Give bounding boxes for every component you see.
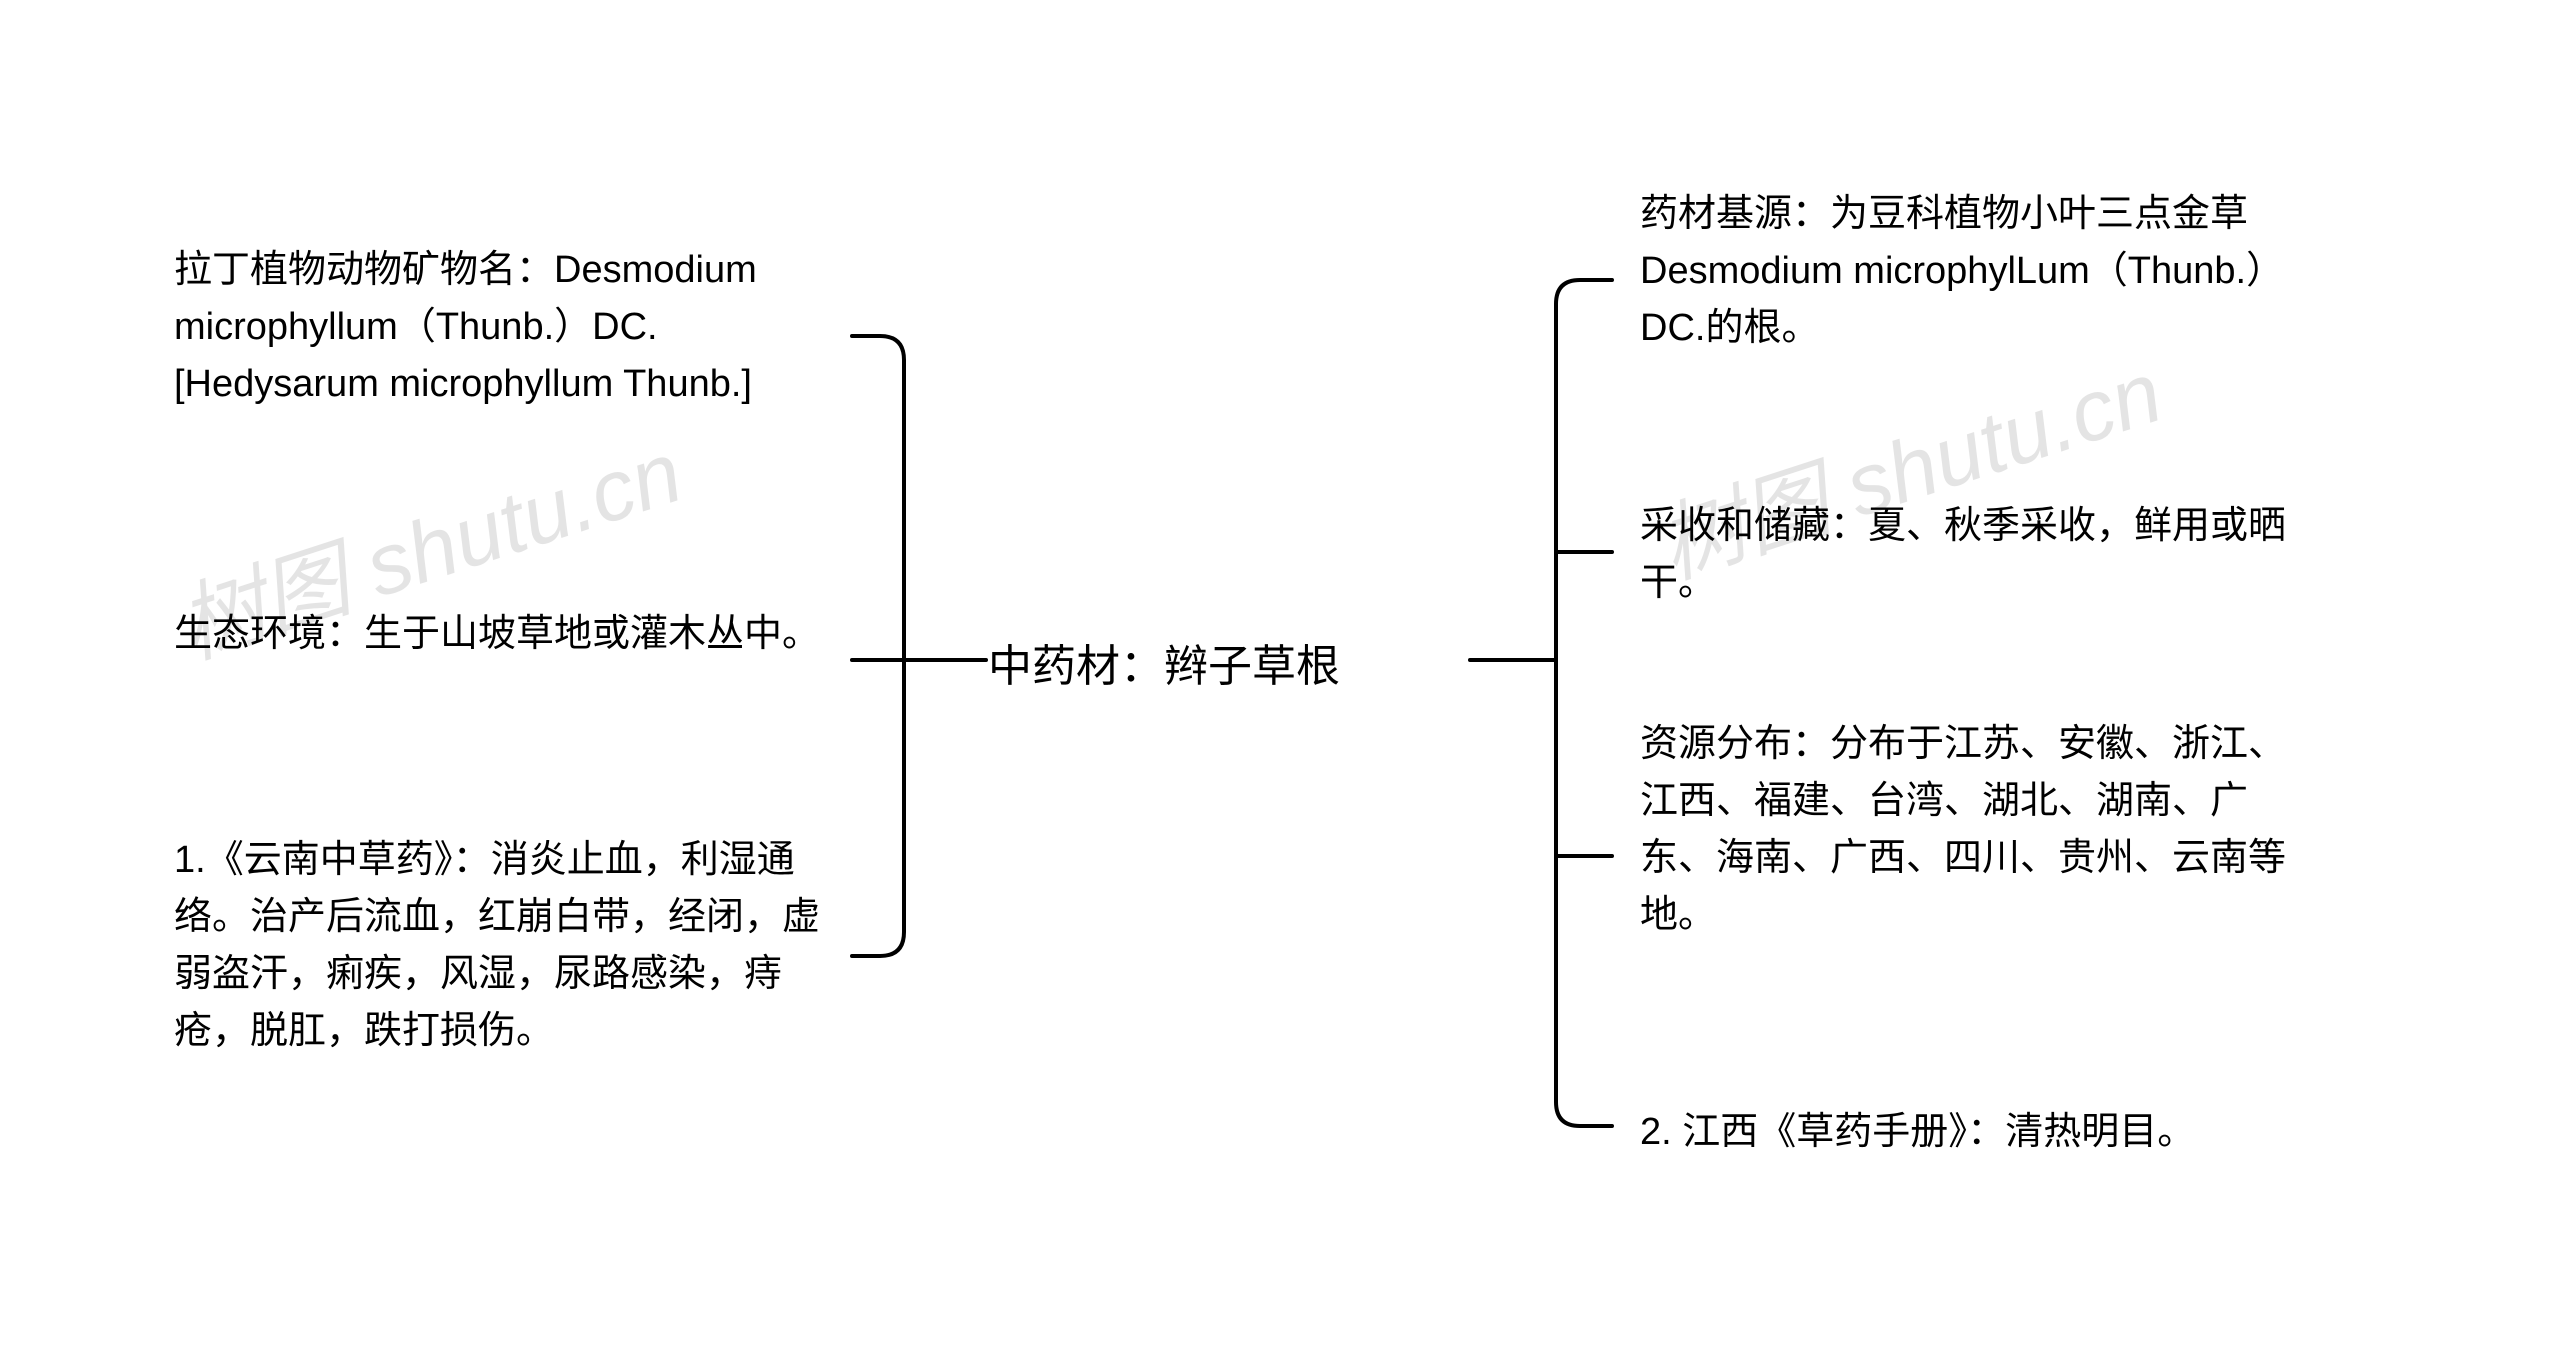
left-node-latin: 拉丁植物动物矿物名：Desmodium microphyllum（Thunb.）…: [174, 242, 834, 413]
watermark: n: [675, 1328, 751, 1358]
left-node-yunnan: 1.《云南中草药》：消炎止血，利湿通络。治产后流血，红崩白带，经闭，虚弱盗汗，痢…: [174, 832, 834, 1060]
right-node-jiangxi: 2. 江西《草药手册》：清热明目。: [1640, 1104, 2300, 1161]
center-node: 中药材：辫子草根: [988, 634, 1468, 700]
right-node-distrib: 资源分布：分布于江苏、安徽、浙江、江西、福建、台湾、湖北、湖南、广东、海南、广西…: [1640, 716, 2300, 944]
right-node-source: 药材基源：为豆科植物小叶三点金草Desmodium microphylLum（T…: [1640, 186, 2300, 357]
